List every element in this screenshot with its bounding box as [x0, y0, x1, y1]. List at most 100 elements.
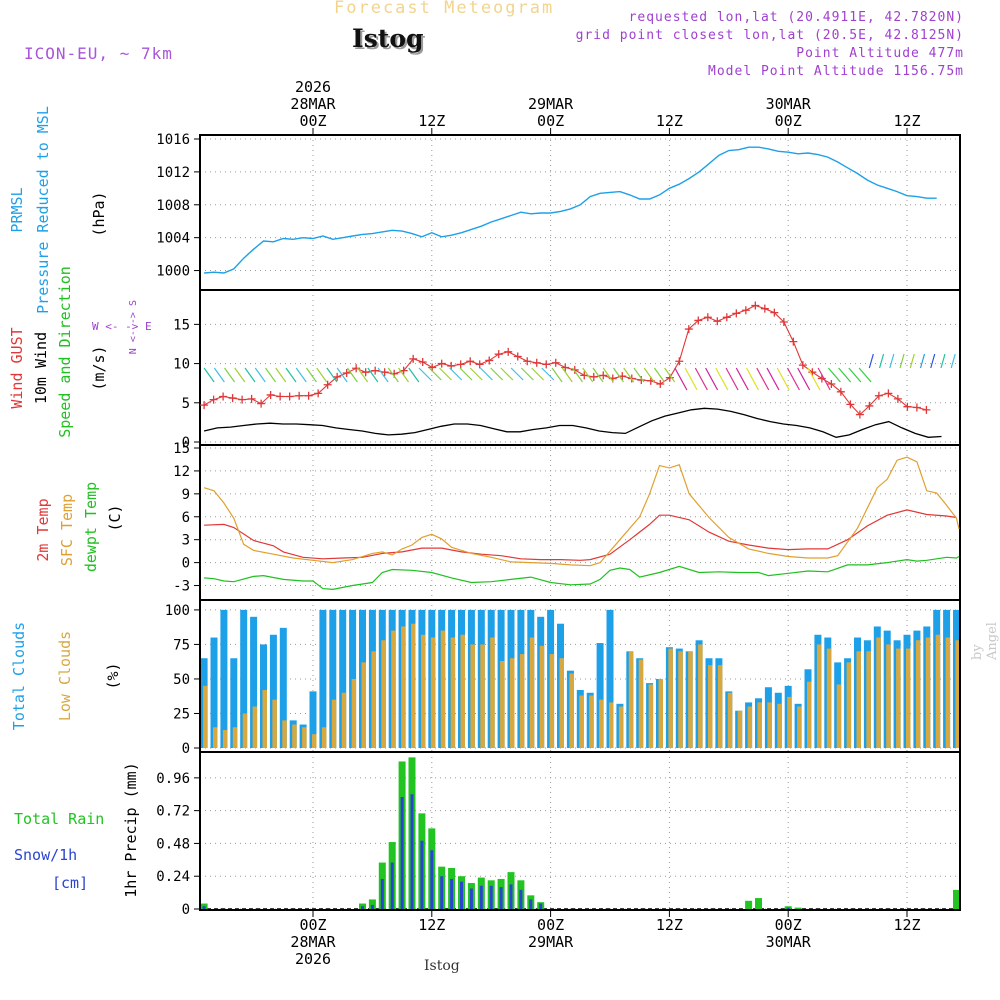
- wind-gust-marker: [323, 380, 332, 389]
- wind-gust-marker: [209, 395, 218, 404]
- wind-gust-marker: [371, 366, 380, 375]
- wind-gust-marker: [827, 379, 836, 388]
- low-clouds-bar: [955, 640, 959, 748]
- wind-gust-marker: [703, 313, 712, 322]
- wind-direction-arrow: [940, 353, 946, 369]
- wind-direction-arrow: [592, 367, 604, 383]
- low-clouds-bar: [232, 727, 238, 748]
- wind-direction-arrow: [848, 367, 862, 383]
- wind-direction-arrow: [346, 367, 358, 383]
- wind-gust-marker: [247, 394, 256, 403]
- wind-direction-arrow: [664, 367, 676, 383]
- wind-gust-marker: [770, 308, 779, 317]
- wind-direction-arrow: [500, 367, 514, 381]
- total-clouds-bar: [279, 627, 287, 748]
- wind-gust-marker: [884, 389, 893, 398]
- y-tick-label: 75: [173, 637, 190, 653]
- low-clouds-bar: [252, 706, 258, 748]
- low-clouds-bar: [549, 654, 555, 748]
- wind-direction-arrow: [551, 367, 563, 383]
- wind-direction-arrow: [909, 353, 915, 369]
- wind-direction-arrow: [776, 367, 790, 391]
- total-clouds-bar: [329, 609, 337, 748]
- low-clouds-bar: [906, 648, 911, 748]
- snow-bar: [539, 903, 543, 909]
- low-clouds-bar: [876, 637, 881, 748]
- temp-sfc-line: [203, 456, 960, 567]
- panel-temp: -3 0 3 6 9 12 15: [173, 441, 961, 601]
- x-tick-label-bottom: 00Z: [537, 916, 564, 934]
- wind-direction-arrow: [305, 367, 317, 383]
- wind-gust-marker: [789, 337, 798, 346]
- wind-direction-arrow: [930, 353, 936, 369]
- temp-sfc-label: SFC Temp: [58, 494, 76, 566]
- wind-direction-arrow: [224, 367, 236, 383]
- x-tick-label-bottom: 28MAR: [290, 933, 336, 951]
- low-clouds-bar: [628, 651, 634, 748]
- low-clouds-bar: [787, 696, 792, 748]
- wind-gust-marker: [589, 372, 598, 381]
- panel-precip: 0 0.24 0.48 0.72 0.96: [156, 751, 961, 918]
- y-tick-label: 50: [173, 672, 190, 688]
- wind-direction-arrow: [213, 367, 225, 383]
- wind-direction-arrow: [827, 367, 841, 383]
- clouds-unit: (%): [104, 662, 122, 689]
- wind-gust-marker: [285, 392, 294, 401]
- wind-direction-arrow: [449, 367, 463, 381]
- low-clouds-bar: [717, 665, 723, 748]
- wind-10m-label: 10m Wind: [32, 332, 50, 404]
- wind-gust-marker: [238, 395, 247, 404]
- wind-direction-arrow: [295, 367, 307, 383]
- wind-direction-arrow: [408, 367, 420, 383]
- wind-gust-marker: [855, 410, 864, 419]
- wind-direction-arrow: [745, 367, 760, 391]
- wind-dir-label: Speed and Direction: [56, 266, 74, 438]
- low-clouds-bar: [915, 640, 921, 748]
- station-name: Istog: [352, 24, 424, 53]
- snow-bar: [370, 904, 374, 909]
- wind-direction-arrow: [459, 367, 473, 381]
- wind-direction-arrow: [878, 353, 885, 369]
- low-clouds-bar: [341, 692, 347, 748]
- low-clouds-bar: [678, 651, 683, 748]
- wind-gust-marker: [266, 390, 275, 399]
- wind-gust-marker: [684, 325, 693, 334]
- y-tick-label: 12: [173, 464, 190, 480]
- y-tick-label: 10: [173, 357, 190, 373]
- y-tick-label: 15: [173, 441, 190, 457]
- wind-gust-marker: [304, 391, 313, 400]
- wind-gust-marker: [295, 391, 304, 400]
- low-clouds-bar: [816, 644, 822, 748]
- low-clouds-bar: [272, 699, 277, 748]
- low-clouds-bar: [519, 654, 525, 748]
- wind-direction-arrow: [643, 367, 655, 383]
- wind-direction-arrow: [520, 367, 534, 381]
- wind-direction-arrow: [490, 367, 504, 381]
- y-tick-label: 100: [165, 603, 190, 619]
- rain-bar: [359, 903, 366, 909]
- wind-gust-marker: [656, 379, 665, 388]
- x-tick-label-top: 00Z: [299, 112, 326, 130]
- wind-direction-arrow: [203, 367, 215, 383]
- wind-direction-arrow: [244, 367, 256, 383]
- low-clouds-bar: [886, 644, 891, 748]
- total-clouds-bar: [210, 637, 218, 748]
- pressure-label-msl: Pressure Reduced to MSL: [34, 106, 52, 314]
- total-clouds-bar: [339, 609, 347, 748]
- low-clouds-bar: [708, 665, 713, 748]
- wind-direction-arrow: [572, 367, 584, 383]
- low-clouds-bar: [312, 734, 317, 748]
- x-tick-label-top: 12Z: [418, 112, 445, 130]
- wind-gust-marker: [893, 394, 902, 403]
- temp-dewpt-label: dewpt Temp: [82, 482, 100, 572]
- y-tick-label: 6: [182, 510, 190, 526]
- model-altitude: Model Point Altitude 1156.75m: [708, 64, 964, 79]
- wind-gust-marker: [333, 372, 342, 381]
- wind-gust-marker: [342, 368, 351, 377]
- low-clouds-bar: [658, 678, 663, 748]
- wind-direction-arrow: [418, 367, 432, 381]
- rain-bar: [755, 898, 762, 909]
- wind-direction-arrow: [725, 367, 739, 391]
- low-clouds-label: Low Clouds: [56, 631, 74, 721]
- panel-frame: [199, 289, 961, 446]
